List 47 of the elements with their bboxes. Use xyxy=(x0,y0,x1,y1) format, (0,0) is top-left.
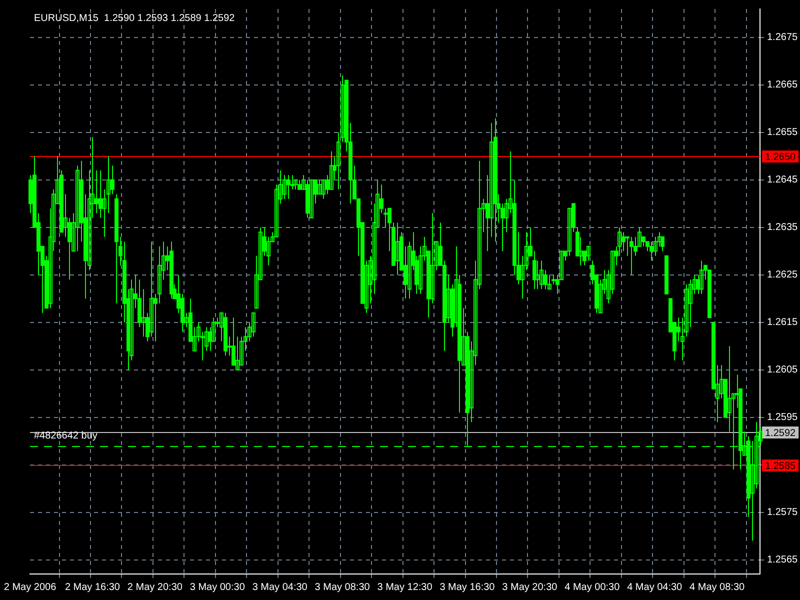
y-tick-label: 1.2565 xyxy=(767,554,798,566)
candlestick xyxy=(318,179,322,195)
x-tick-label: 3 May 20:30 xyxy=(502,582,558,593)
candlestick xyxy=(142,288,146,338)
y-tick-label: 1.2575 xyxy=(767,507,798,518)
y-tick-label: 1.2635 xyxy=(767,222,798,234)
x-tick-label: 4 May 00:30 xyxy=(564,582,620,593)
y-tick-label: 1.2655 xyxy=(767,127,798,138)
candlestick xyxy=(654,236,658,256)
x-tick-label: 3 May 08:30 xyxy=(314,582,370,593)
candlestick xyxy=(150,241,154,338)
x-tick-label: 3 May 16:30 xyxy=(440,582,496,593)
y-tick-label: 1.2675 xyxy=(767,32,798,44)
candlestick xyxy=(548,274,552,290)
x-tick-label: 4 May 08:30 xyxy=(690,582,746,593)
candlestick xyxy=(282,174,286,200)
candlestick xyxy=(540,260,544,290)
y-tick-label: 1.2665 xyxy=(767,80,798,91)
y-tick-label: 1.2645 xyxy=(767,174,798,186)
candlestick xyxy=(430,212,434,304)
candlestick xyxy=(396,222,400,276)
y-tick-label: 1.2595 xyxy=(767,412,798,424)
x-tick-label: 4 May 04:30 xyxy=(627,582,683,593)
candlestick xyxy=(310,179,314,218)
x-tick-label: 3 May 12:30 xyxy=(377,582,433,593)
y-tick-label: 1.2605 xyxy=(767,364,798,376)
chart-title: EURUSD,M15 1.2590 1.2593 1.2589 1.2592 xyxy=(34,12,236,24)
x-tick-label: 2 May 16:30 xyxy=(64,582,120,593)
y-tick-label: 1.2615 xyxy=(767,317,798,328)
x-tick-label: 2 May 2006 xyxy=(4,582,57,593)
x-tick-label: 3 May 04:30 xyxy=(252,582,308,593)
candlestick xyxy=(586,246,590,262)
ref-line-label: 1.2585 xyxy=(765,460,796,472)
candlestick xyxy=(330,150,334,190)
ref-line-label: 1.2592 xyxy=(765,428,796,439)
candlestick xyxy=(252,312,256,338)
x-tick-label: 2 May 20:30 xyxy=(127,582,183,593)
ref-line-label: #4826642 buy xyxy=(34,430,98,442)
candlestick xyxy=(536,260,540,290)
candlestick xyxy=(322,179,326,200)
candlestick xyxy=(76,165,80,252)
candlestick xyxy=(294,179,298,190)
candlestick xyxy=(236,336,240,370)
x-tick-label: 3 May 00:30 xyxy=(190,582,246,593)
ref-line-label: 1.2650 xyxy=(765,152,796,163)
y-tick-label: 1.2625 xyxy=(767,270,798,281)
candlestick xyxy=(700,260,704,294)
